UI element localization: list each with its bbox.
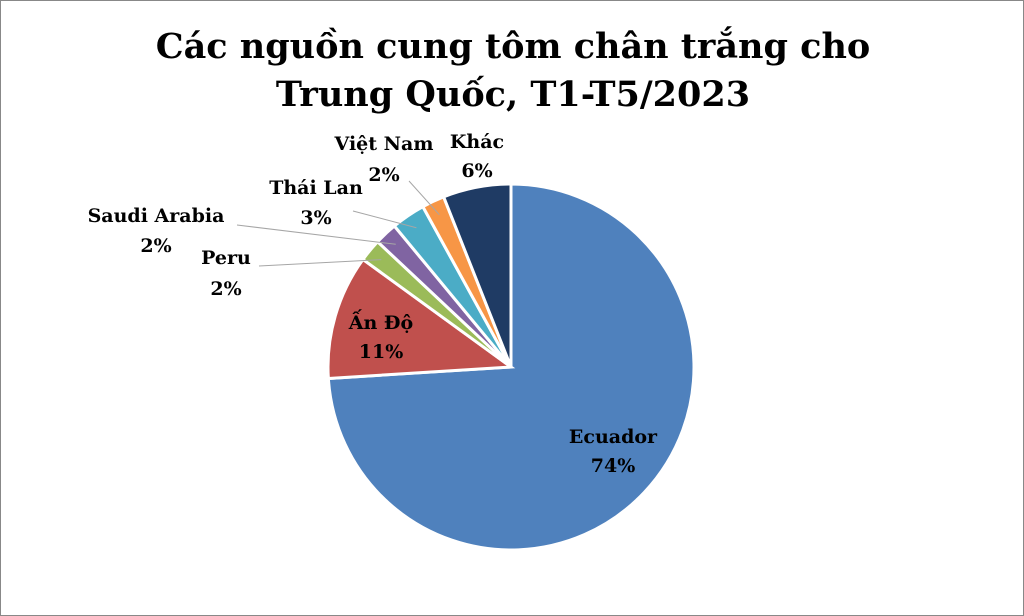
value-label: 3%	[300, 207, 331, 229]
category-label: Khác	[450, 131, 504, 153]
value-label: 6%	[461, 160, 492, 182]
leader-line	[408, 180, 440, 215]
category-label: Việt Nam	[334, 133, 434, 155]
value-label: 2%	[210, 278, 241, 300]
value-label: 11%	[359, 341, 404, 363]
category-label: Ecuador	[569, 426, 658, 448]
value-label: 74%	[591, 455, 636, 477]
chart-title: Các nguồn cung tôm chân trắng cho Trung …	[155, 26, 871, 115]
leader-line	[352, 210, 417, 229]
value-label: 2%	[140, 235, 171, 257]
leader-line	[258, 259, 382, 267]
leader-line	[236, 224, 396, 245]
category-label: Thái Lan	[269, 177, 363, 199]
pie-slice	[441, 182, 513, 368]
pie-slice	[326, 257, 516, 381]
value-label: 2%	[368, 164, 399, 186]
category-label: Saudi Arabia	[88, 205, 225, 227]
category-label: Peru	[201, 247, 251, 269]
category-label: Ấn Độ	[348, 309, 413, 334]
